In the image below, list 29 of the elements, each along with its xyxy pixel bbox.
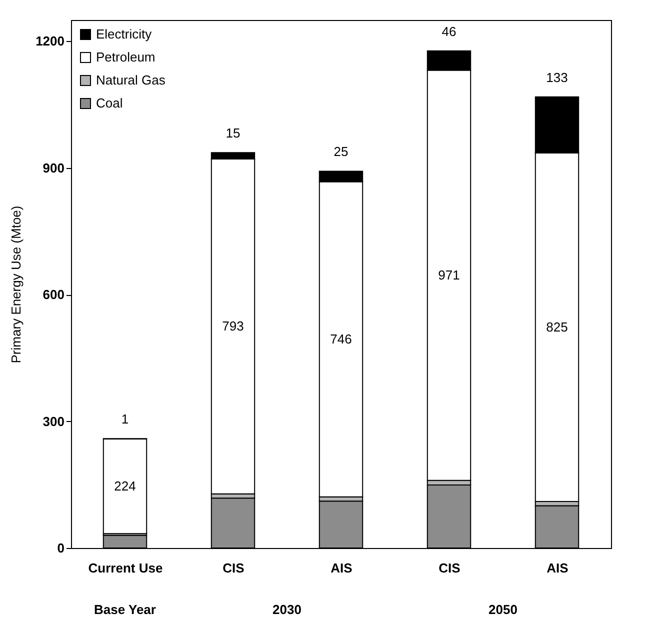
y-tick-label: 0 [57,540,64,556]
data-label: 971 [438,267,460,282]
text: 2030 [272,602,302,617]
bar [102,438,148,534]
x-tick-label: Current Use [88,560,163,576]
legend-label: Electricity [96,26,152,42]
data-label: 25 [334,144,348,160]
x-tick-label: AIS [330,560,353,576]
data-label: 825 [546,319,568,334]
legend-label: Natural Gas [96,72,166,88]
data-label: 46 [442,24,456,39]
legend-label: Petroleum [96,50,156,64]
y-tick-label: 1200 [36,34,64,49]
text: 2050 [488,602,518,617]
x-tick-label: CIS [222,560,245,576]
y-tick-label: 600 [42,287,64,302]
text: Base Year [94,602,156,617]
data-label: 133 [546,70,568,85]
y-tick-label: 300 [42,414,64,429]
legend-label: Coal [96,96,123,110]
data-label: 746 [330,331,352,346]
x-tick-label: AIS [546,560,569,576]
x-tick-label: CIS [438,560,461,576]
data-label: 1 [121,412,129,427]
y-tick-label: 900 [42,160,64,176]
y-axis-title: Primary Energy Use (Mtoe) [8,206,24,364]
data-label: 224 [114,478,136,494]
data-label: 15 [226,126,240,141]
data-label: 793 [222,318,244,334]
